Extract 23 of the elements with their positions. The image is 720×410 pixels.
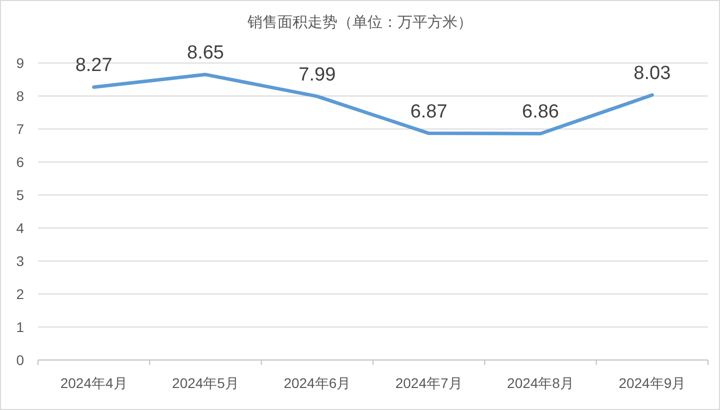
y-tick-label: 3 [16,253,24,269]
y-tick-label: 4 [16,220,24,236]
y-tick-label: 5 [16,187,24,203]
data-label: 6.87 [410,101,448,122]
data-label: 6.86 [522,102,559,123]
y-tick-label: 0 [16,352,24,368]
x-tick-label: 2024年5月 [172,375,239,391]
y-tick-label: 2 [16,286,24,302]
y-tick-label: 1 [16,319,24,335]
y-tick-label: 9 [16,55,24,71]
x-tick-label: 2024年4月 [60,375,128,391]
x-tick-label: 2024年9月 [618,375,686,391]
x-tick-label: 2024年6月 [284,375,351,391]
y-tick-label: 7 [16,121,24,137]
y-tick-label: 6 [16,154,24,170]
data-label: 8.65 [187,42,224,64]
data-label: 8.03 [634,63,671,84]
x-tick-label: 2024年8月 [507,375,574,391]
data-label: 7.99 [298,64,336,86]
y-tick-label: 8 [16,88,24,104]
x-tick-label: 2024年7月 [395,375,462,391]
data-label: 8.27 [75,55,112,76]
chart-title: 销售面积走势（单位：万平方米） [246,14,472,31]
